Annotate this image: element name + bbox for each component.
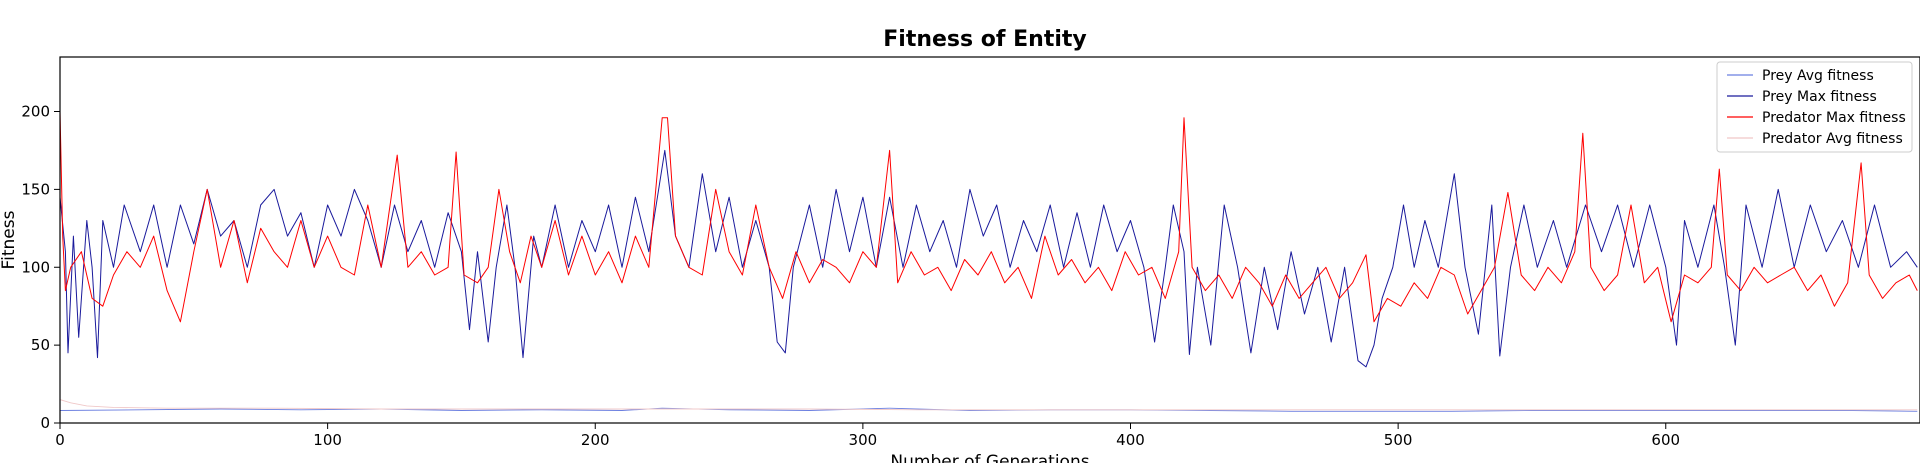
legend-box (1716, 61, 1913, 153)
legend-label: Prey Max fitness (1762, 89, 1877, 105)
y-tick-label: 0 (40, 414, 50, 432)
y-axis-label: Fitness (0, 210, 19, 269)
y-tick-label: 50 (31, 336, 50, 354)
legend-label: Prey Avg fitness (1762, 68, 1874, 84)
series-layer (60, 111, 1918, 412)
y-tick-label: 150 (21, 180, 50, 198)
x-tick-label: 300 (849, 431, 878, 449)
x-tick-label: 400 (1116, 431, 1145, 449)
plot-area (59, 56, 1920, 424)
x-tick-label: 600 (1651, 431, 1680, 449)
x-tick-label: 200 (581, 431, 610, 449)
series-line-4 (60, 399, 1918, 411)
y-tick-label: 200 (21, 103, 50, 121)
legend: Prey Avg fitness Prey Max fitness Predator… (1716, 61, 1913, 153)
chart-title: Fitness of Entity (883, 27, 1086, 52)
x-tick-label: 100 (313, 431, 342, 449)
series-line-2 (60, 149, 1918, 368)
x-axis-ticks: 0 100 200 300 400 500 600 (55, 423, 1680, 449)
y-axis-ticks: 0 50 100 150 200 (21, 103, 60, 432)
x-tick-label: 0 (55, 431, 65, 449)
plot-frame (59, 56, 1920, 424)
x-tick-label: 500 (1384, 431, 1413, 449)
y-tick-label: 100 (21, 258, 50, 276)
legend-label: Predator Max fitness (1762, 110, 1906, 126)
legend-label: Predator Avg fitness (1762, 131, 1903, 147)
x-axis-label: Number of Generations (890, 452, 1089, 463)
series-line-3 (60, 111, 1918, 323)
